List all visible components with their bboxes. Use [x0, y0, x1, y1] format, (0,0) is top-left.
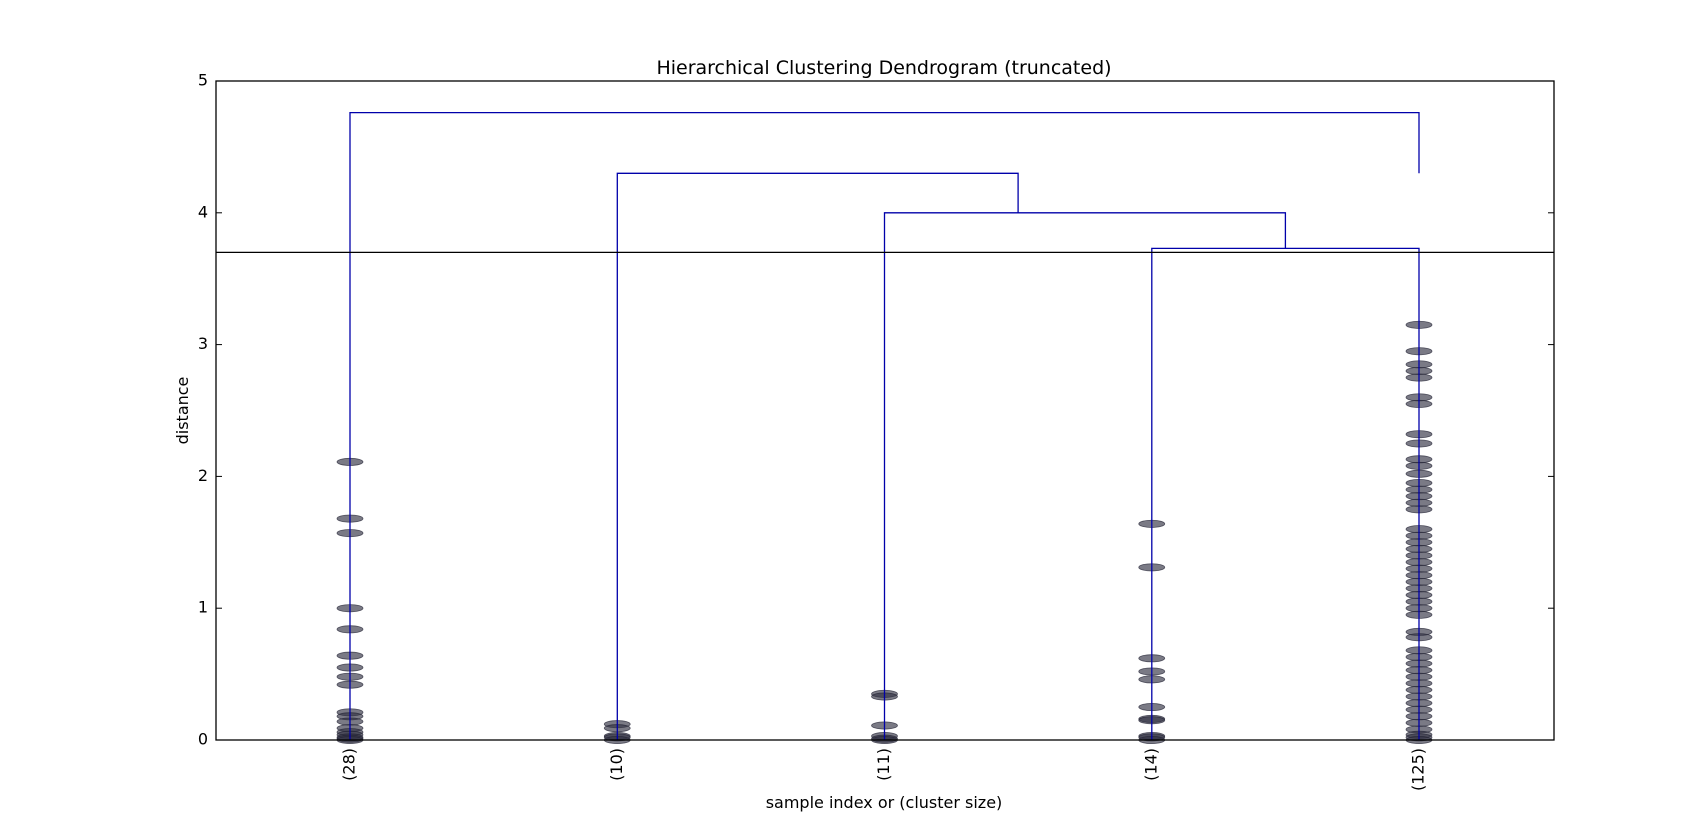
- dendrogram-link: [616, 172, 1019, 740]
- chart-title: Hierarchical Clustering Dendrogram (trun…: [656, 57, 1111, 79]
- dendrogram-links: [349, 111, 1420, 740]
- y-tick-label: 4: [198, 202, 208, 221]
- y-tick-label: 5: [198, 71, 208, 90]
- leaf-label: (125): [1409, 748, 1428, 791]
- y-tick-label: 3: [198, 334, 208, 353]
- dendrogram-link: [1151, 247, 1420, 740]
- y-tick-label: 1: [198, 598, 208, 617]
- leaf-label: (10): [607, 748, 626, 781]
- dendrogram-link: [883, 212, 1287, 740]
- leaf-label: (14): [1141, 748, 1160, 781]
- plot-frame: [215, 80, 1555, 741]
- leaf-label: (11): [874, 748, 893, 781]
- dendrogram-link: [349, 111, 1420, 740]
- y-tick-label: 0: [198, 730, 208, 749]
- leaf-label: (28): [340, 748, 359, 781]
- y-axis-ticks: 0 1 2 3 4 5: [198, 71, 1554, 749]
- x-axis-ticks: (28) (10) (11) (14) (125): [340, 748, 1428, 791]
- y-tick-label: 2: [198, 466, 208, 485]
- x-axis-label: sample index or (cluster size): [766, 793, 1003, 812]
- y-axis-label: distance: [173, 377, 192, 445]
